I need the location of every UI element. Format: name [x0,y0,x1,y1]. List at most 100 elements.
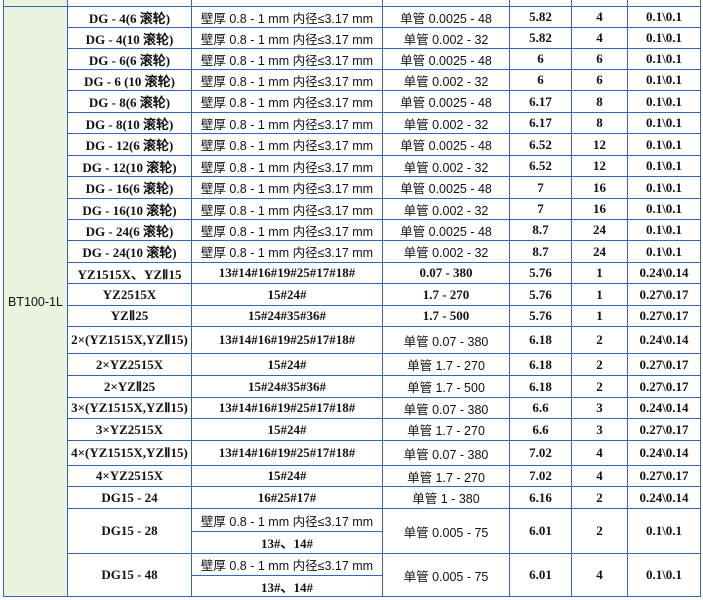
table-row: DG - 16(6 滚轮) 壁厚 0.8 - 1 mm 内径≤3.17 mm 单管 … [4,176,701,199]
range-cell: 单管 0.0025 - 48 [382,133,510,156]
model-cell: DG - 6(6 滚轮) [67,48,192,70]
value2-cell: 24 [571,219,628,241]
value1-cell: 7.02 [509,465,572,487]
range-cell: 单管 1.7 - 270 [382,465,510,487]
spec-cell: 壁厚 0.8 - 1 mm 内径≤3.17 mm [191,48,383,70]
table-row: DG15 - 28 壁厚 0.8 - 1 mm 内径≤3.17 mm 单管 0.00… [4,508,701,554]
table-row: DG - 12(10 滚轮) 壁厚 0.8 - 1 mm 内径≤3.17 mm 单管… [4,155,701,177]
spec-cell: 15#24#35#36# [191,305,383,327]
table-row: DG - 24(6 滚轮) 壁厚 0.8 - 1 mm 内径≤3.17 mm 单管 … [4,219,701,241]
value2-cell: 12 [571,155,628,177]
table-row: YZⅡ25 15#24#35#36# 1.7 - 500 5.76 1 0.27\0.17 [4,305,701,327]
value1-cell: 5.76 [509,262,572,284]
value1-cell: 6.18 [509,353,572,376]
value1-cell: 5.76 [509,283,572,306]
value1-cell: 6.17 [509,90,572,113]
value3-cell: 0.1\0.1 [627,27,701,49]
model-cell: DG15 - 28 [67,508,192,554]
model-cell: YZ1515X、YZⅡ15 [67,262,192,284]
value1-cell: 7 [509,176,572,199]
spec2-cell: 13#、14# [191,531,383,554]
spec-table: BT100-1L DG - 4(6 滚轮) 壁厚 0.8 - 1 mm 内径≤3.1… [3,0,701,597]
value1-cell: 8.7 [509,240,572,263]
range-cell: 单管 0.002 - 32 [382,155,510,177]
value2-cell: 12 [571,133,628,156]
table-row: DG - 6(6 滚轮) 壁厚 0.8 - 1 mm 内径≤3.17 mm 单管 0… [4,48,701,70]
value3-cell: 0.27\0.17 [627,283,701,306]
table-row: 4×(YZ1515X,YZⅡ15) 13#14#16#19#25#17#18# 单管… [4,440,701,466]
value3-cell: 0.24\0.14 [627,326,701,354]
spec-cell: 13#14#16#19#25#17#18# [191,397,383,419]
value3-cell: 0.1\0.1 [627,219,701,241]
value1-cell: 6.17 [509,112,572,134]
range-cell: 单管 1.7 - 270 [382,353,510,376]
table-row: DG - 16(10 滚轮) 壁厚 0.8 - 1 mm 内径≤3.17 mm 单管… [4,198,701,220]
value2-cell: 3 [571,418,628,441]
value3-cell: 0.27\0.17 [627,465,701,487]
spec-cell: 壁厚 0.8 - 1 mm 内径≤3.17 mm [191,155,383,177]
value3-cell: 0.1\0.1 [627,553,701,597]
value2-cell: 4 [571,440,628,466]
spec-cell: 15#24# [191,465,383,487]
value2-cell: 2 [571,326,628,354]
value2-cell: 8 [571,90,628,113]
table-row: DG15 - 48 壁厚 0.8 - 1 mm 内径≤3.17 mm 单管 0.00… [4,553,701,597]
spec-cell: 壁厚 0.8 - 1 mm 内径≤3.17 mm [191,219,383,241]
value2-cell: 16 [571,176,628,199]
range-cell: 单管 0.002 - 32 [382,27,510,49]
value2-cell: 1 [571,305,628,327]
spec-cell: 壁厚 0.8 - 1 mm 内径≤3.17 mm [191,240,383,263]
range-cell: 单管 1.7 - 500 [382,375,510,398]
model-cell: DG - 8(6 滚轮) [67,90,192,113]
value3-cell: 0.27\0.17 [627,375,701,398]
spec-cell: 15#24#35#36# [191,375,383,398]
spec2-cell: 13#、14# [191,575,383,597]
model-cell: DG - 24(10 滚轮) [67,240,192,263]
value3-cell: 0.1\0.1 [627,155,701,177]
model-cell: 4×(YZ1515X,YZⅡ15) [67,440,192,466]
range-cell: 单管 0.002 - 32 [382,69,510,91]
model-cell: DG - 12(6 滚轮) [67,133,192,156]
value2-cell: 1 [571,262,628,284]
value1-cell: 5.82 [509,27,572,49]
spec-cell: 13#14#16#19#25#17#18# [191,440,383,466]
model-cell: 4×YZ2515X [67,465,192,487]
value3-cell: 0.27\0.17 [627,418,701,441]
model-cell: DG - 6 (10 滚轮) [67,69,192,91]
range-cell: 单管 0.005 - 75 [382,553,510,597]
model-cell: YZⅡ25 [67,305,192,327]
value1-cell: 6.52 [509,133,572,156]
spec-cell: 15#24# [191,418,383,441]
range-cell: 单管 1 - 380 [382,486,510,509]
model-cell: DG15 - 48 [67,553,192,597]
table-row: DG - 8(6 滚轮) 壁厚 0.8 - 1 mm 内径≤3.17 mm 单管 0… [4,90,701,113]
value1-cell: 6 [509,48,572,70]
spec-cell: 13#14#16#19#25#17#18# [191,326,383,354]
value2-cell: 16 [571,198,628,220]
table-row: DG - 8(10 滚轮) 壁厚 0.8 - 1 mm 内径≤3.17 mm 单管 … [4,112,701,134]
model-cell: DG15 - 24 [67,486,192,509]
range-cell: 单管 0.005 - 75 [382,508,510,554]
value3-cell: 0.24\0.14 [627,440,701,466]
table-row: 4×YZ2515X 15#24# 单管 1.7 - 270 7.02 4 0.27\0.1… [4,465,701,487]
table-row-sub: 13#、14# [4,575,701,597]
value3-cell: 0.1\0.1 [627,508,701,554]
value2-cell: 6 [571,69,628,91]
value1-cell: 6.01 [509,508,572,554]
value2-cell: 4 [571,465,628,487]
model-cell: 3×YZ2515X [67,418,192,441]
value3-cell: 0.1\0.1 [627,112,701,134]
table-row: YZ1515X、YZⅡ15 13#14#16#19#25#17#18# 0.07 -… [4,262,701,284]
value2-cell: 8 [571,112,628,134]
value2-cell: 24 [571,240,628,263]
spec-cell: 壁厚 0.8 - 1 mm 内径≤3.17 mm [191,27,383,49]
spec-cell: 壁厚 0.8 - 1 mm 内径≤3.17 mm [191,133,383,156]
value1-cell: 8.7 [509,219,572,241]
range-cell: 1.7 - 270 [382,283,510,306]
model-cell: 2×YZ2515X [67,353,192,376]
table-row-sub: 13#、14# [4,531,701,554]
group-label: BT100-1L [3,6,68,597]
value2-cell: 1 [571,283,628,306]
model-cell: YZ2515X [67,283,192,306]
spec-cell: 16#25#17# [191,486,383,509]
